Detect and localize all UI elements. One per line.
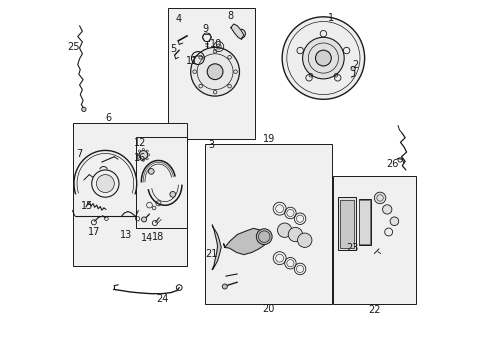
Text: 23: 23 (345, 243, 358, 253)
Text: 16: 16 (134, 153, 146, 163)
Text: 2: 2 (351, 60, 357, 70)
Text: 6: 6 (105, 113, 111, 123)
Circle shape (389, 217, 398, 226)
Circle shape (282, 17, 364, 99)
Circle shape (302, 37, 344, 79)
Circle shape (190, 47, 239, 96)
Polygon shape (223, 228, 267, 255)
Circle shape (222, 284, 227, 289)
Circle shape (350, 66, 355, 71)
Circle shape (148, 168, 154, 174)
Bar (359, 200, 369, 244)
Text: 3: 3 (208, 140, 215, 150)
Text: 18: 18 (151, 232, 163, 242)
Circle shape (139, 150, 147, 159)
Bar (73, 123, 187, 266)
Text: 1: 1 (327, 13, 333, 23)
Bar (333, 176, 415, 304)
Circle shape (207, 64, 223, 80)
Circle shape (297, 233, 311, 247)
Bar (168, 8, 255, 139)
Circle shape (81, 107, 86, 112)
Bar (339, 200, 353, 248)
Bar (204, 144, 332, 304)
Circle shape (256, 229, 271, 244)
Text: 21: 21 (205, 248, 217, 258)
Circle shape (277, 223, 291, 237)
Text: 9: 9 (202, 24, 208, 34)
Circle shape (96, 175, 114, 193)
Text: 26: 26 (385, 159, 398, 169)
Text: 12: 12 (134, 139, 146, 148)
Bar (136, 137, 187, 228)
Text: 14: 14 (141, 233, 153, 243)
Text: 17: 17 (87, 227, 100, 237)
Bar (358, 199, 370, 245)
Polygon shape (230, 24, 244, 40)
Circle shape (382, 205, 391, 214)
Text: 11: 11 (186, 56, 198, 66)
Text: 8: 8 (226, 11, 233, 21)
Circle shape (373, 192, 385, 204)
Text: 4: 4 (176, 14, 182, 24)
Text: 20: 20 (262, 304, 275, 314)
Text: 19: 19 (262, 134, 274, 144)
Text: 22: 22 (367, 305, 380, 315)
Bar (338, 197, 355, 250)
Circle shape (287, 227, 302, 242)
Text: 24: 24 (156, 294, 168, 304)
Circle shape (315, 50, 330, 66)
Circle shape (142, 217, 146, 222)
Text: 5: 5 (170, 44, 176, 54)
Polygon shape (212, 225, 221, 270)
Circle shape (169, 192, 175, 197)
Text: 10: 10 (209, 39, 222, 49)
Text: 15: 15 (81, 201, 93, 211)
Text: 7: 7 (76, 149, 82, 159)
Text: 25: 25 (67, 42, 79, 51)
Text: 13: 13 (120, 230, 132, 239)
